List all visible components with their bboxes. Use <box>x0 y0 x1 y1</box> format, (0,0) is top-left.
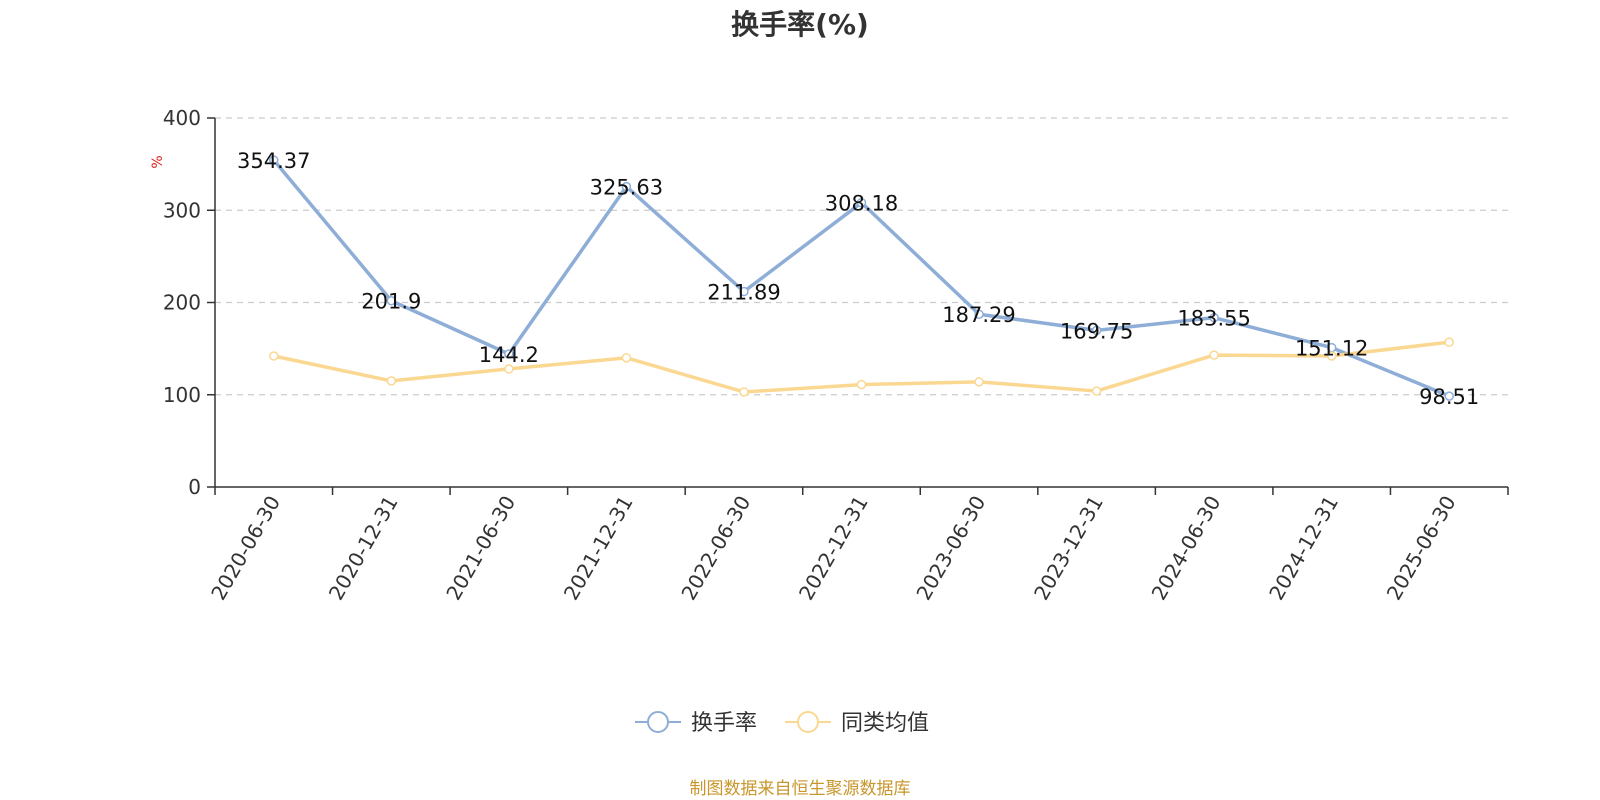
series-lines <box>269 155 1454 401</box>
data-point <box>269 155 279 165</box>
x-tick-label: 2021-06-30 <box>441 492 520 605</box>
data-point <box>739 286 749 297</box>
data-point <box>504 349 514 359</box>
y-axis-unit-label: % <box>150 155 166 168</box>
data-label: 201.9 <box>361 290 421 314</box>
data-label: 183.55 <box>1177 307 1250 331</box>
x-tick-label: 2021-12-31 <box>559 492 638 605</box>
x-tick-label: 2020-12-31 <box>324 492 403 605</box>
y-tick-label: 0 <box>188 475 201 499</box>
chart-title: 换手率(%) <box>731 8 869 41</box>
data-label: 169.75 <box>1060 319 1133 343</box>
data-label: 151.12 <box>1295 337 1368 361</box>
y-tick-label: 200 <box>163 291 201 315</box>
y-tick-label: 300 <box>163 198 201 222</box>
source-note: 制图数据来自恒生聚源数据库 <box>690 779 911 799</box>
data-labels: 354.37 201.9 144.2 325.63 211.89 308.18 187.29… <box>237 149 1479 409</box>
x-tick-label: 2024-12-31 <box>1264 492 1343 605</box>
data-point <box>974 377 984 387</box>
data-point <box>621 181 632 192</box>
x-tick-label: 2022-06-30 <box>676 492 755 605</box>
data-point <box>1444 391 1454 401</box>
data-point <box>1091 325 1102 336</box>
legend-item[interactable]: 同类均值 <box>785 711 929 736</box>
data-label: 325.63 <box>590 176 663 200</box>
data-label: 98.51 <box>1419 385 1479 409</box>
data-point <box>386 376 397 386</box>
data-point <box>1209 312 1219 323</box>
y-tick-label: 100 <box>163 383 201 407</box>
legend[interactable]: 换手率 同类均值 <box>635 711 929 736</box>
legend-marker-icon <box>647 711 669 733</box>
legend-label: 换手率 <box>691 711 757 736</box>
x-tick-label: 2023-12-31 <box>1029 492 1108 605</box>
data-point <box>1444 337 1454 347</box>
data-point <box>386 295 397 306</box>
x-tick-label: 2025-06-30 <box>1382 492 1461 605</box>
data-label: 308.18 <box>825 192 898 216</box>
x-tick-label: 2023-06-30 <box>911 492 990 605</box>
legend-item[interactable]: 换手率 <box>635 711 757 736</box>
data-point <box>269 351 279 361</box>
legend-marker-icon <box>797 711 819 733</box>
data-point <box>856 379 867 390</box>
x-tick-label: 2020-06-30 <box>206 492 285 605</box>
data-point <box>739 387 749 397</box>
data-point <box>856 197 867 208</box>
data-point <box>1326 351 1337 361</box>
data-label: 211.89 <box>707 281 780 305</box>
x-tick-label: 2022-12-31 <box>794 492 873 605</box>
x-tick-label: 2024-06-30 <box>1147 492 1226 605</box>
data-point <box>1091 386 1102 396</box>
data-point <box>1209 350 1219 360</box>
legend-label: 同类均值 <box>841 711 929 736</box>
data-point <box>974 309 984 319</box>
data-label: 354.37 <box>237 149 310 173</box>
data-label: 144.2 <box>479 343 539 367</box>
y-tick-label: 400 <box>163 106 201 130</box>
data-point <box>621 353 632 363</box>
data-label: 187.29 <box>942 303 1015 327</box>
data-point <box>504 364 514 374</box>
